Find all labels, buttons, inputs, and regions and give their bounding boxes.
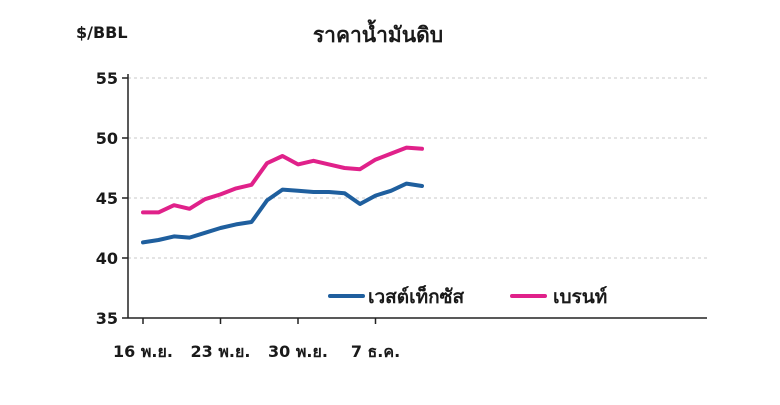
y-tick-label: 55 [96, 69, 118, 88]
y-tick-label: 40 [96, 249, 118, 268]
x-tick-label: 7 ธ.ค. [351, 342, 400, 361]
y-tick-label: 35 [96, 309, 118, 328]
x-tick-label: 23 พ.ย. [191, 342, 251, 361]
x-tick-label: 16 พ.ย. [113, 342, 173, 361]
series-lines [141, 145, 424, 245]
legend-label-wti: เวสต์เท็กซัส [368, 284, 465, 308]
legend: เวสต์เท็กซัส เบรนท์ [328, 284, 607, 308]
y-tick-label: 50 [96, 129, 118, 148]
y-tick-label: 45 [96, 189, 118, 208]
series-line-wti [141, 181, 424, 245]
series-line-brent [141, 145, 424, 215]
axes: 35 40 45 50 55 16 พ.ย. 23 พ.ย. 30 พ.ย. 7 ธ.ค. [96, 69, 707, 361]
x-tick-label: 30 พ.ย. [268, 342, 328, 361]
chart-title: ราคาน้ำมันดิบ [313, 19, 443, 47]
y-axis-unit-label: $/BBL [76, 23, 128, 42]
gridlines [128, 77, 707, 259]
legend-label-brent: เบรนท์ [553, 286, 607, 308]
